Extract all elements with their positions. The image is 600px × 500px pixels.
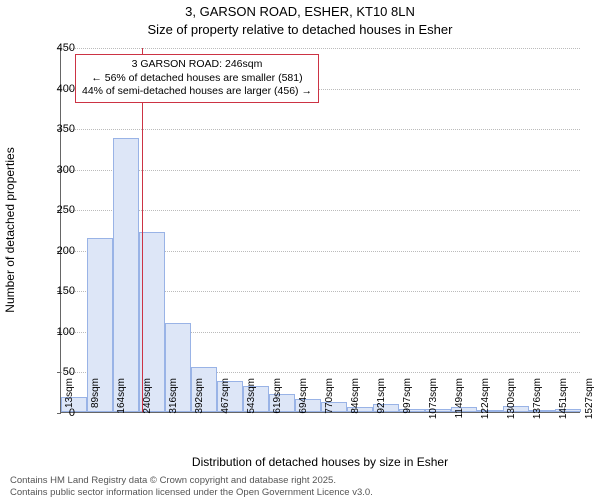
x-tick-label: 921sqm bbox=[376, 378, 387, 418]
x-tick-label: 619sqm bbox=[272, 378, 283, 418]
y-axis-label: Number of detached properties bbox=[3, 147, 17, 312]
x-tick-label: 1451sqm bbox=[558, 378, 569, 418]
x-tick-label: 1224sqm bbox=[480, 378, 491, 418]
x-axis-label: Distribution of detached houses by size … bbox=[60, 455, 580, 469]
y-tick-label: 250 bbox=[57, 204, 75, 216]
annotation-line2: ← 56% of detached houses are smaller (58… bbox=[82, 72, 312, 86]
property-size-chart: 3, GARSON ROAD, ESHER, KT10 8LN Size of … bbox=[0, 0, 600, 500]
x-tick-label: 694sqm bbox=[298, 378, 309, 418]
x-tick-label: 846sqm bbox=[350, 378, 361, 418]
x-tick-label: 316sqm bbox=[168, 378, 179, 418]
x-tick-label: 543sqm bbox=[246, 378, 257, 418]
y-tick-label: 150 bbox=[57, 285, 75, 297]
x-tick-label: 392sqm bbox=[194, 378, 205, 418]
y-tick-label: 100 bbox=[57, 326, 75, 338]
x-tick-label: 1073sqm bbox=[428, 378, 439, 418]
x-tick-label: 1149sqm bbox=[454, 378, 465, 418]
x-tick-label: 240sqm bbox=[142, 378, 153, 418]
chart-subtitle: Size of property relative to detached ho… bbox=[0, 22, 600, 37]
annotation-line3: 44% of semi-detached houses are larger (… bbox=[82, 85, 312, 99]
chart-title-address: 3, GARSON ROAD, ESHER, KT10 8LN bbox=[0, 4, 600, 19]
x-tick-label: 1527sqm bbox=[584, 378, 595, 418]
annotation-line1: 3 GARSON ROAD: 246sqm bbox=[82, 58, 312, 72]
y-tick-label: 400 bbox=[57, 83, 75, 95]
x-tick-label: 1300sqm bbox=[506, 378, 517, 418]
footer-line2: Contains public sector information licen… bbox=[10, 487, 373, 498]
x-tick-label: 770sqm bbox=[324, 378, 335, 418]
y-tick-label: 350 bbox=[57, 123, 75, 135]
gridline bbox=[61, 129, 580, 130]
x-tick-label: 997sqm bbox=[402, 378, 413, 418]
histogram-bar bbox=[113, 138, 139, 412]
y-tick-label: 300 bbox=[57, 164, 75, 176]
attribution-footer: Contains HM Land Registry data © Crown c… bbox=[10, 475, 373, 498]
y-tick-label: 450 bbox=[57, 42, 75, 54]
x-tick-label: 1376sqm bbox=[532, 378, 543, 418]
y-tick-label: 50 bbox=[63, 366, 75, 378]
gridline bbox=[61, 48, 580, 49]
x-tick-label: 164sqm bbox=[116, 378, 127, 418]
x-tick-label: 89sqm bbox=[90, 378, 101, 418]
property-annotation: 3 GARSON ROAD: 246sqm ← 56% of detached … bbox=[75, 54, 319, 103]
y-tick-label: 200 bbox=[57, 245, 75, 257]
x-tick-label: 13sqm bbox=[64, 378, 75, 418]
x-tick-label: 467sqm bbox=[220, 378, 231, 418]
footer-line1: Contains HM Land Registry data © Crown c… bbox=[10, 475, 373, 486]
